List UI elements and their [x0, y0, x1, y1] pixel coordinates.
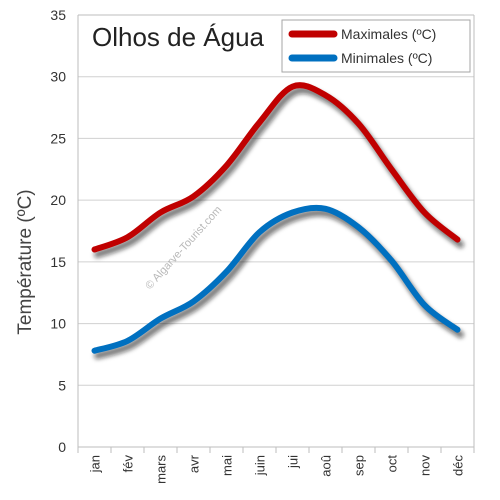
y-tick-label: 15 — [50, 254, 66, 270]
legend-box — [281, 19, 471, 73]
grid-lines — [78, 76, 474, 386]
y-axis-label: Température (ºC) — [15, 189, 36, 334]
series-line-max — [91, 82, 461, 253]
chart-title: Olhos de Água — [92, 22, 265, 52]
y-tick-label: 20 — [50, 192, 66, 208]
legend-label-max: Maximales (ºC) — [341, 26, 436, 42]
x-tick-label: déc — [451, 455, 466, 476]
y-axis: 0 5 10 15 20 25 30 35 — [50, 7, 66, 455]
y-tick-label: 5 — [58, 377, 66, 393]
x-tick-label: avr — [187, 454, 202, 473]
x-tick-label: aoû — [319, 455, 334, 477]
series-line-min — [91, 204, 461, 354]
x-tick-label: mai — [220, 455, 235, 476]
y-tick-label: 25 — [50, 130, 66, 146]
x-tick-label: jui — [286, 455, 301, 469]
x-tick-label: mars — [154, 455, 169, 484]
legend: Maximales (ºC) Minimales (ºC) — [281, 19, 471, 73]
y-tick-label: 30 — [50, 69, 66, 85]
y-tick-label: 35 — [50, 7, 66, 23]
x-tick-label: jan — [88, 455, 103, 473]
y-tick-label: 10 — [50, 316, 66, 332]
x-tick-label: juin — [253, 455, 268, 476]
series-lines — [91, 82, 464, 360]
x-tick-label: sep — [352, 455, 367, 476]
x-tick-label: fév — [121, 455, 136, 473]
legend-label-min: Minimales (ºC) — [341, 50, 432, 66]
x-axis: jan fév mars avr mai juin jui aoû sep oct nov déc — [77, 447, 475, 484]
y-tick-label: 0 — [58, 439, 66, 455]
x-tick-label: nov — [418, 455, 433, 476]
x-tick-label: oct — [385, 455, 400, 473]
